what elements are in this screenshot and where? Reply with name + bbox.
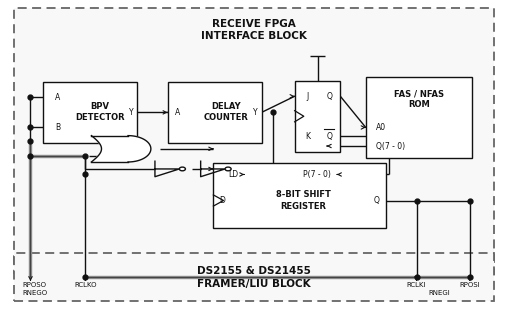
Text: DS2155 & DS21455
FRAMER/LIU BLOCK: DS2155 & DS21455 FRAMER/LIU BLOCK [197,266,311,289]
Text: RCLKI: RCLKI [407,282,426,288]
Text: Q: Q [326,132,332,141]
Text: RECEIVE FPGA
INTERFACE BLOCK: RECEIVE FPGA INTERFACE BLOCK [201,19,307,41]
Text: Y: Y [253,108,258,117]
Text: J: J [306,92,308,101]
Bar [213,163,386,228]
Text: RPOSO: RPOSO [22,282,47,288]
Text: B: B [55,123,60,132]
Bar [366,78,472,158]
Bar [14,8,494,274]
Text: DELAY
COUNTER: DELAY COUNTER [204,102,248,122]
Text: RPOSI: RPOSI [460,282,480,288]
Text: A: A [55,93,60,102]
Bar [43,82,137,143]
Circle shape [179,167,185,171]
Text: A0: A0 [376,123,386,132]
Circle shape [225,167,231,171]
Text: Q: Q [374,196,380,205]
Bar [168,82,262,143]
Text: 8-BIT SHIFT
REGISTER: 8-BIT SHIFT REGISTER [276,190,331,210]
Text: RNEGO: RNEGO [22,290,47,296]
Text: K: K [305,132,310,141]
Text: RNEGI: RNEGI [429,290,450,296]
Text: RCLKO: RCLKO [74,282,97,288]
Polygon shape [91,136,151,162]
Text: Q: Q [326,92,332,101]
Bar [14,253,494,301]
Text: Y: Y [129,108,134,117]
Bar [295,81,340,152]
Text: FAS / NFAS
ROM: FAS / NFAS ROM [394,89,444,109]
Text: BPV
DETECTOR: BPV DETECTOR [75,102,124,122]
Text: Q(7 - 0): Q(7 - 0) [376,141,405,151]
Text: LD: LD [229,170,239,179]
Text: A: A [175,108,180,117]
Text: P(7 - 0): P(7 - 0) [303,170,331,179]
Text: D: D [219,196,226,205]
